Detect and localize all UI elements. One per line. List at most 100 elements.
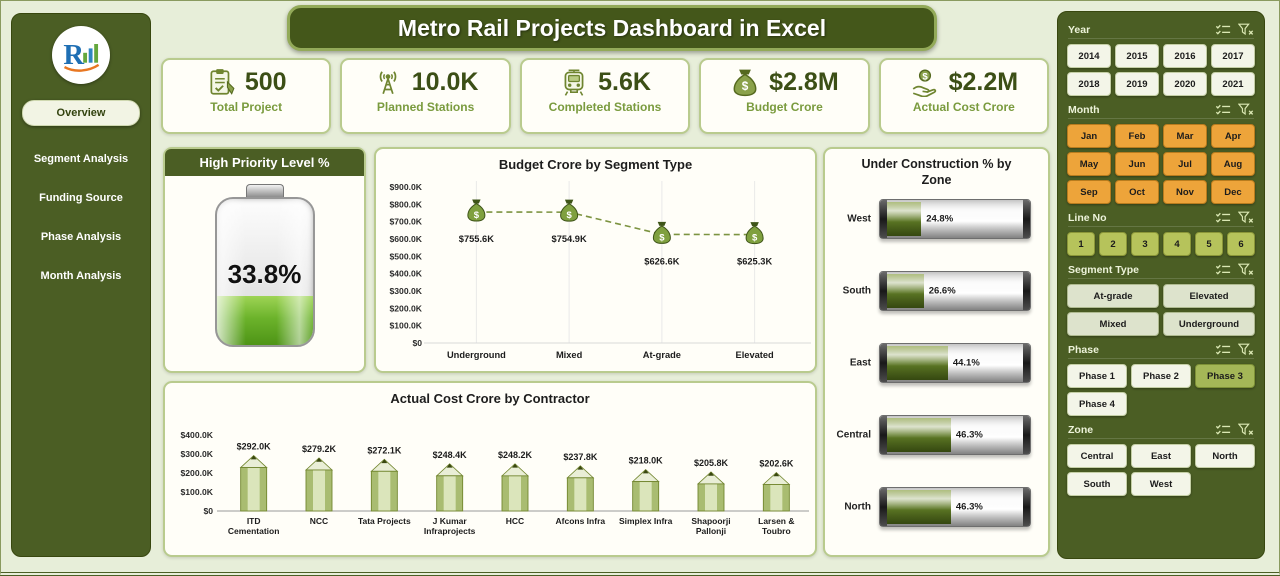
slicer-option-west[interactable]: West	[1131, 472, 1191, 496]
zone-gauge: 46.3%	[879, 415, 1031, 455]
slicer-option-jul[interactable]: Jul	[1163, 152, 1207, 176]
slicer-option-sep[interactable]: Sep	[1067, 180, 1111, 204]
clear-filter-icon[interactable]	[1238, 343, 1254, 356]
slicer-option-1[interactable]: 1	[1067, 232, 1095, 256]
sidebar-item-month-analysis[interactable]: Month Analysis	[40, 270, 122, 282]
slicer-option-elevated[interactable]: Elevated	[1163, 284, 1255, 308]
zone-label: Central	[836, 429, 871, 441]
slicer-option-south[interactable]: South	[1067, 472, 1127, 496]
kpi-value: 10.0K	[411, 67, 479, 96]
slicer-option-2019[interactable]: 2019	[1115, 72, 1159, 96]
slicer-line-no: Line No 1 2 3 4 5 6	[1067, 211, 1255, 256]
svg-text:$600.0K: $600.0K	[390, 234, 423, 244]
slicer-option-aug[interactable]: Aug	[1211, 152, 1255, 176]
budget-chart: $900.0K $800.0K $700.0K $600.0K $500.0K $400.…	[376, 149, 815, 371]
multiselect-icon[interactable]	[1215, 211, 1231, 224]
zone-chart: West 24.8% South 26.6% East 44.1% Central 46.3%…	[825, 149, 1048, 555]
zone-row-west: West 24.8%	[833, 199, 1044, 239]
multiselect-icon[interactable]	[1215, 423, 1231, 436]
slicer-option-oct[interactable]: Oct	[1115, 180, 1159, 204]
zone-gauge: 44.1%	[879, 343, 1031, 383]
slicer-option-mar[interactable]: Mar	[1163, 124, 1207, 148]
slicer-option-jan[interactable]: Jan	[1067, 124, 1111, 148]
slicer-option-jun[interactable]: Jun	[1115, 152, 1159, 176]
slicer-option-dec[interactable]: Dec	[1211, 180, 1255, 204]
contractor-category-j-kumar-infraprojects: J Kumar Infraprojects	[423, 516, 476, 537]
svg-text:$: $	[659, 232, 665, 243]
slicer-option-6[interactable]: 6	[1227, 232, 1255, 256]
pencil-bar	[239, 454, 268, 512]
clear-filter-icon[interactable]	[1238, 263, 1254, 276]
sidebar-item-overview[interactable]: Overview	[22, 100, 140, 126]
contractor-category-shapoorji-pallonji: Shapoorji Pallonji	[691, 516, 731, 537]
slicer-option-2018[interactable]: 2018	[1067, 72, 1111, 96]
slicer-option-phase-2[interactable]: Phase 2	[1131, 364, 1191, 388]
sidebar-item-phase-analysis[interactable]: Phase Analysis	[40, 231, 122, 243]
zone-label: South	[842, 285, 871, 297]
slicer-title: Line No	[1068, 211, 1107, 224]
slicer-option-mixed[interactable]: Mixed	[1067, 312, 1159, 336]
slicer-option-nov[interactable]: Nov	[1163, 180, 1207, 204]
zone-row-central: Central 46.3%	[833, 415, 1044, 455]
sidebar-item-segment-analysis[interactable]: Segment Analysis	[33, 153, 129, 165]
svg-text:$626.6K: $626.6K	[644, 256, 679, 266]
slicer-option-2020[interactable]: 2020	[1163, 72, 1207, 96]
slicer-option-2017[interactable]: 2017	[1211, 44, 1255, 68]
slicer-option-apr[interactable]: Apr	[1211, 124, 1255, 148]
pencil-bar	[435, 463, 464, 512]
contractor-category-itd-cementation: ITD Cementation	[227, 516, 280, 537]
slicer-option-3[interactable]: 3	[1131, 232, 1159, 256]
clear-filter-icon[interactable]	[1238, 211, 1254, 224]
slicer-option-central[interactable]: Central	[1067, 444, 1127, 468]
slicer-option-2016[interactable]: 2016	[1163, 44, 1207, 68]
contractor-chart-title: Actual Cost Crore by Contractor	[390, 391, 590, 406]
contractor-category-ncc: NCC	[309, 516, 329, 526]
clear-filter-icon[interactable]	[1238, 103, 1254, 116]
slicer-option-phase-3[interactable]: Phase 3	[1195, 364, 1255, 388]
gauge-cap-right	[1023, 488, 1030, 526]
slicer-option-north[interactable]: North	[1195, 444, 1255, 468]
slicer-option-2015[interactable]: 2015	[1115, 44, 1159, 68]
pencil-bar	[631, 469, 660, 512]
slicer-option-may[interactable]: May	[1067, 152, 1111, 176]
pencil-bar	[566, 465, 595, 512]
slicer-option-phase-1[interactable]: Phase 1	[1067, 364, 1127, 388]
svg-text:$400.0K: $400.0K	[390, 269, 423, 279]
svg-text:$218.0K: $218.0K	[629, 456, 664, 466]
budget-by-segment-card: Budget Crore by Segment Type $900.0K $800…	[374, 147, 817, 373]
kpi-card-actual-cost-crore: $ $2.2M Actual Cost Crore	[878, 58, 1050, 134]
svg-text:$: $	[742, 80, 749, 93]
money-bag-marker: $	[745, 222, 764, 245]
slicer-option-phase-4[interactable]: Phase 4	[1067, 392, 1127, 416]
zone-gauge: 24.8%	[879, 199, 1031, 239]
multiselect-icon[interactable]	[1215, 103, 1231, 116]
gauge-cap-left	[880, 200, 887, 238]
multiselect-icon[interactable]	[1215, 263, 1231, 276]
svg-text:Elevated: Elevated	[736, 350, 775, 360]
contractor-category-afcons-infra: Afcons Infra	[555, 516, 606, 526]
clear-filter-icon[interactable]	[1238, 423, 1254, 436]
cost-by-contractor-card: Actual Cost Crore by Contractor $400.0K $…	[163, 381, 817, 557]
slicer-option-at-grade[interactable]: At-grade	[1067, 284, 1159, 308]
contractor-category-simplex-infra: Simplex Infra	[618, 516, 673, 526]
slicer-option-east[interactable]: East	[1131, 444, 1191, 468]
slicer-option-2021[interactable]: 2021	[1211, 72, 1255, 96]
slicer-option-2[interactable]: 2	[1099, 232, 1127, 256]
slicer-option-2014[interactable]: 2014	[1067, 44, 1111, 68]
slicer-option-4[interactable]: 4	[1163, 232, 1191, 256]
clear-filter-icon[interactable]	[1238, 23, 1254, 36]
svg-text:$0: $0	[203, 506, 213, 516]
multiselect-icon[interactable]	[1215, 343, 1231, 356]
gauge-cap-left	[880, 272, 887, 310]
gauge-cap-right	[1023, 344, 1030, 382]
high-priority-title: High Priority Level %	[165, 149, 364, 176]
kpi-value: $2.8M	[769, 67, 839, 96]
multiselect-icon[interactable]	[1215, 23, 1231, 36]
slicer-option-feb[interactable]: Feb	[1115, 124, 1159, 148]
under-construction-card: Under Construction % by Zone West 24.8% So…	[823, 147, 1050, 557]
slicer-option-5[interactable]: 5	[1195, 232, 1223, 256]
zone-gauge: 46.3%	[879, 487, 1031, 527]
sidebar-item-funding-source[interactable]: Funding Source	[39, 192, 123, 204]
slicer-option-underground[interactable]: Underground	[1163, 312, 1255, 336]
